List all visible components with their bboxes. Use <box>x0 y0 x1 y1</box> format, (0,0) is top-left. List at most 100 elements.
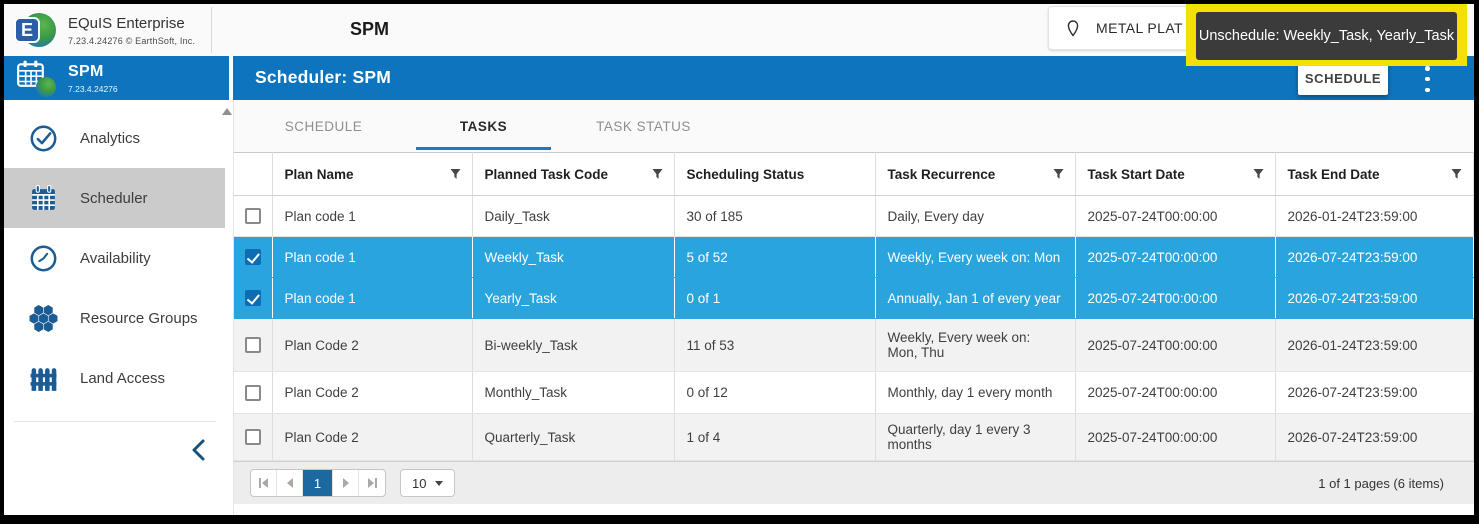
tab-strip: SCHEDULE TASKS TASK STATUS <box>234 100 1474 152</box>
column-task-end-date[interactable]: Task End Date <box>1275 152 1474 196</box>
table-row[interactable]: Plan code 1 Yearly_Task 0 of 1 Annually,… <box>234 277 1474 319</box>
cell-task-code: Monthly_Task <box>472 371 675 414</box>
filter-icon[interactable] <box>651 168 664 181</box>
column-scheduling-status[interactable]: Scheduling Status <box>674 152 876 196</box>
column-task-start-date[interactable]: Task Start Date <box>1075 152 1276 196</box>
header-checkbox-cell <box>234 152 273 196</box>
row-checkbox[interactable] <box>244 290 261 306</box>
row-checkbox[interactable] <box>244 384 261 401</box>
cell-end-date: 2026-07-24T23:59:00 <box>1275 371 1474 414</box>
sidebar-item-analytics[interactable]: Analytics <box>4 108 225 168</box>
kebab-menu-icon[interactable] <box>1425 66 1430 92</box>
cell-task-code: Daily_Task <box>472 195 675 237</box>
last-page-button[interactable] <box>359 470 385 496</box>
tab-schedule[interactable]: SCHEDULE <box>284 118 363 134</box>
brand-name: EQuIS Enterprise <box>68 14 185 32</box>
sidebar-nav: Analytics Scheduler <box>4 100 233 408</box>
cell-status: 30 of 185 <box>674 195 876 237</box>
previous-page-button[interactable] <box>277 470 303 496</box>
column-plan-name[interactable]: Plan Name <box>272 152 473 196</box>
cell-plan-name: Plan code 1 <box>272 236 473 278</box>
location-pin-icon <box>1067 19 1079 36</box>
row-checkbox[interactable] <box>244 337 261 353</box>
pager-summary: 1 of 1 pages (6 items) <box>1318 475 1444 491</box>
table-row[interactable]: Plan Code 2 Quarterly_Task 1 of 4 Quarte… <box>234 413 1474 461</box>
schedule-button[interactable]: SCHEDULE <box>1298 61 1388 95</box>
sidebar-item-land-access[interactable]: Land Access <box>4 348 225 408</box>
filter-icon[interactable] <box>1252 168 1265 181</box>
check-circle-icon <box>28 123 58 153</box>
cell-end-date: 2026-01-24T23:59:00 <box>1275 195 1474 237</box>
brand-block[interactable]: E EQuIS Enterprise 7.23.4.24276 © EarthS… <box>14 7 213 53</box>
sidebar-divider <box>14 421 216 422</box>
calendar-icon <box>28 183 58 213</box>
module-header: SPM 7.23.4.24276 <box>4 56 229 100</box>
next-page-button[interactable] <box>333 470 359 496</box>
sidebar-item-scheduler[interactable]: Scheduler <box>4 168 225 228</box>
cell-plan-name: Plan code 1 <box>272 195 473 237</box>
cell-end-date: 2026-07-24T23:59:00 <box>1275 413 1474 461</box>
e-badge-icon: E <box>14 17 40 43</box>
current-page-button[interactable]: 1 <box>303 470 333 496</box>
cell-plan-name: Plan code 1 <box>272 277 473 319</box>
cell-task-code: Weekly_Task <box>472 236 675 278</box>
table-row[interactable]: Plan Code 2 Monthly_Task 0 of 12 Monthly… <box>234 371 1474 414</box>
tab-tasks[interactable]: TASKS <box>416 100 551 152</box>
filter-icon[interactable] <box>1052 168 1065 181</box>
cell-status: 11 of 53 <box>674 318 876 372</box>
brand-version: 7.23.4.24276 © EarthSoft, Inc. <box>68 35 196 46</box>
page-title: SPM <box>350 19 390 39</box>
filter-icon[interactable] <box>449 168 462 181</box>
scroll-up-icon[interactable] <box>222 108 232 115</box>
top-bar: E EQuIS Enterprise 7.23.4.24276 © EarthS… <box>4 4 1474 66</box>
cell-plan-name: Plan Code 2 <box>272 318 473 372</box>
facility-label: METAL PLAT <box>1096 20 1183 36</box>
tab-task-status[interactable]: TASK STATUS <box>596 118 691 134</box>
cell-plan-name: Plan Code 2 <box>272 413 473 461</box>
table-row[interactable]: Plan code 1 Daily_Task 30 of 185 Daily, … <box>234 195 1474 237</box>
table-row[interactable]: Plan Code 2 Bi-weekly_Task 11 of 53 Week… <box>234 318 1474 372</box>
sidebar-item-availability[interactable]: Availability <box>4 228 225 288</box>
sidebar-item-label: Land Access <box>80 369 166 387</box>
sidebar-item-resource-groups[interactable]: Resource Groups <box>4 288 225 348</box>
globe-icon <box>36 77 56 97</box>
sidebar-item-label: Scheduler <box>80 189 148 207</box>
cell-plan-name: Plan Code 2 <box>272 371 473 414</box>
module-title: SPM <box>68 62 104 80</box>
scheduler-title: Scheduler: SPM <box>255 67 392 87</box>
row-checkbox[interactable] <box>244 208 261 224</box>
cell-status: 0 of 12 <box>674 371 876 414</box>
cell-status: 5 of 52 <box>674 236 876 278</box>
cell-recurrence: Weekly, Every week on: Mon <box>875 236 1076 278</box>
row-checkbox[interactable] <box>244 249 261 265</box>
hexagon-cluster-icon <box>28 303 58 333</box>
filter-icon[interactable] <box>1450 168 1463 181</box>
column-planned-task-code[interactable]: Planned Task Code <box>472 152 675 196</box>
sidebar-item-label: Availability <box>80 249 151 267</box>
fence-icon <box>28 363 58 393</box>
table-row[interactable]: Plan code 1 Weekly_Task 5 of 52 Weekly, … <box>234 236 1474 278</box>
spm-module-icon <box>16 59 58 97</box>
app-window: E EQuIS Enterprise 7.23.4.24276 © EarthS… <box>4 4 1474 515</box>
table-header: Plan Name Planned Task Code Scheduling S… <box>234 152 1474 196</box>
cell-status: 0 of 1 <box>674 277 876 319</box>
column-task-recurrence[interactable]: Task Recurrence <box>875 152 1076 196</box>
first-page-button[interactable] <box>251 470 277 496</box>
next-page-icon <box>342 478 349 488</box>
cell-end-date: 2026-01-24T23:59:00 <box>1275 318 1474 372</box>
main-content: SCHEDULE TASKS TASK STATUS Plan Name <box>233 100 1474 515</box>
first-page-icon <box>262 478 268 488</box>
module-version: 7.23.4.24276 <box>68 83 118 94</box>
unschedule-tooltip: Unschedule: Weekly_Task, Yearly_Task <box>1196 12 1457 60</box>
tooltip-highlight-box: Unschedule: Weekly_Task, Yearly_Task <box>1186 4 1467 66</box>
facility-chooser-button[interactable]: METAL PLAT <box>1048 6 1198 50</box>
sidebar-collapse-button[interactable] <box>189 438 211 462</box>
cell-recurrence: Quarterly, day 1 every 3 months <box>875 413 1076 461</box>
row-checkbox[interactable] <box>244 429 261 445</box>
sidebar-item-label: Analytics <box>80 129 141 147</box>
cell-task-code: Yearly_Task <box>472 277 675 319</box>
sidebar: Analytics Scheduler <box>4 100 233 515</box>
page-size-dropdown[interactable]: 10 <box>400 469 456 497</box>
cell-end-date: 2026-07-24T23:59:00 <box>1275 236 1474 278</box>
